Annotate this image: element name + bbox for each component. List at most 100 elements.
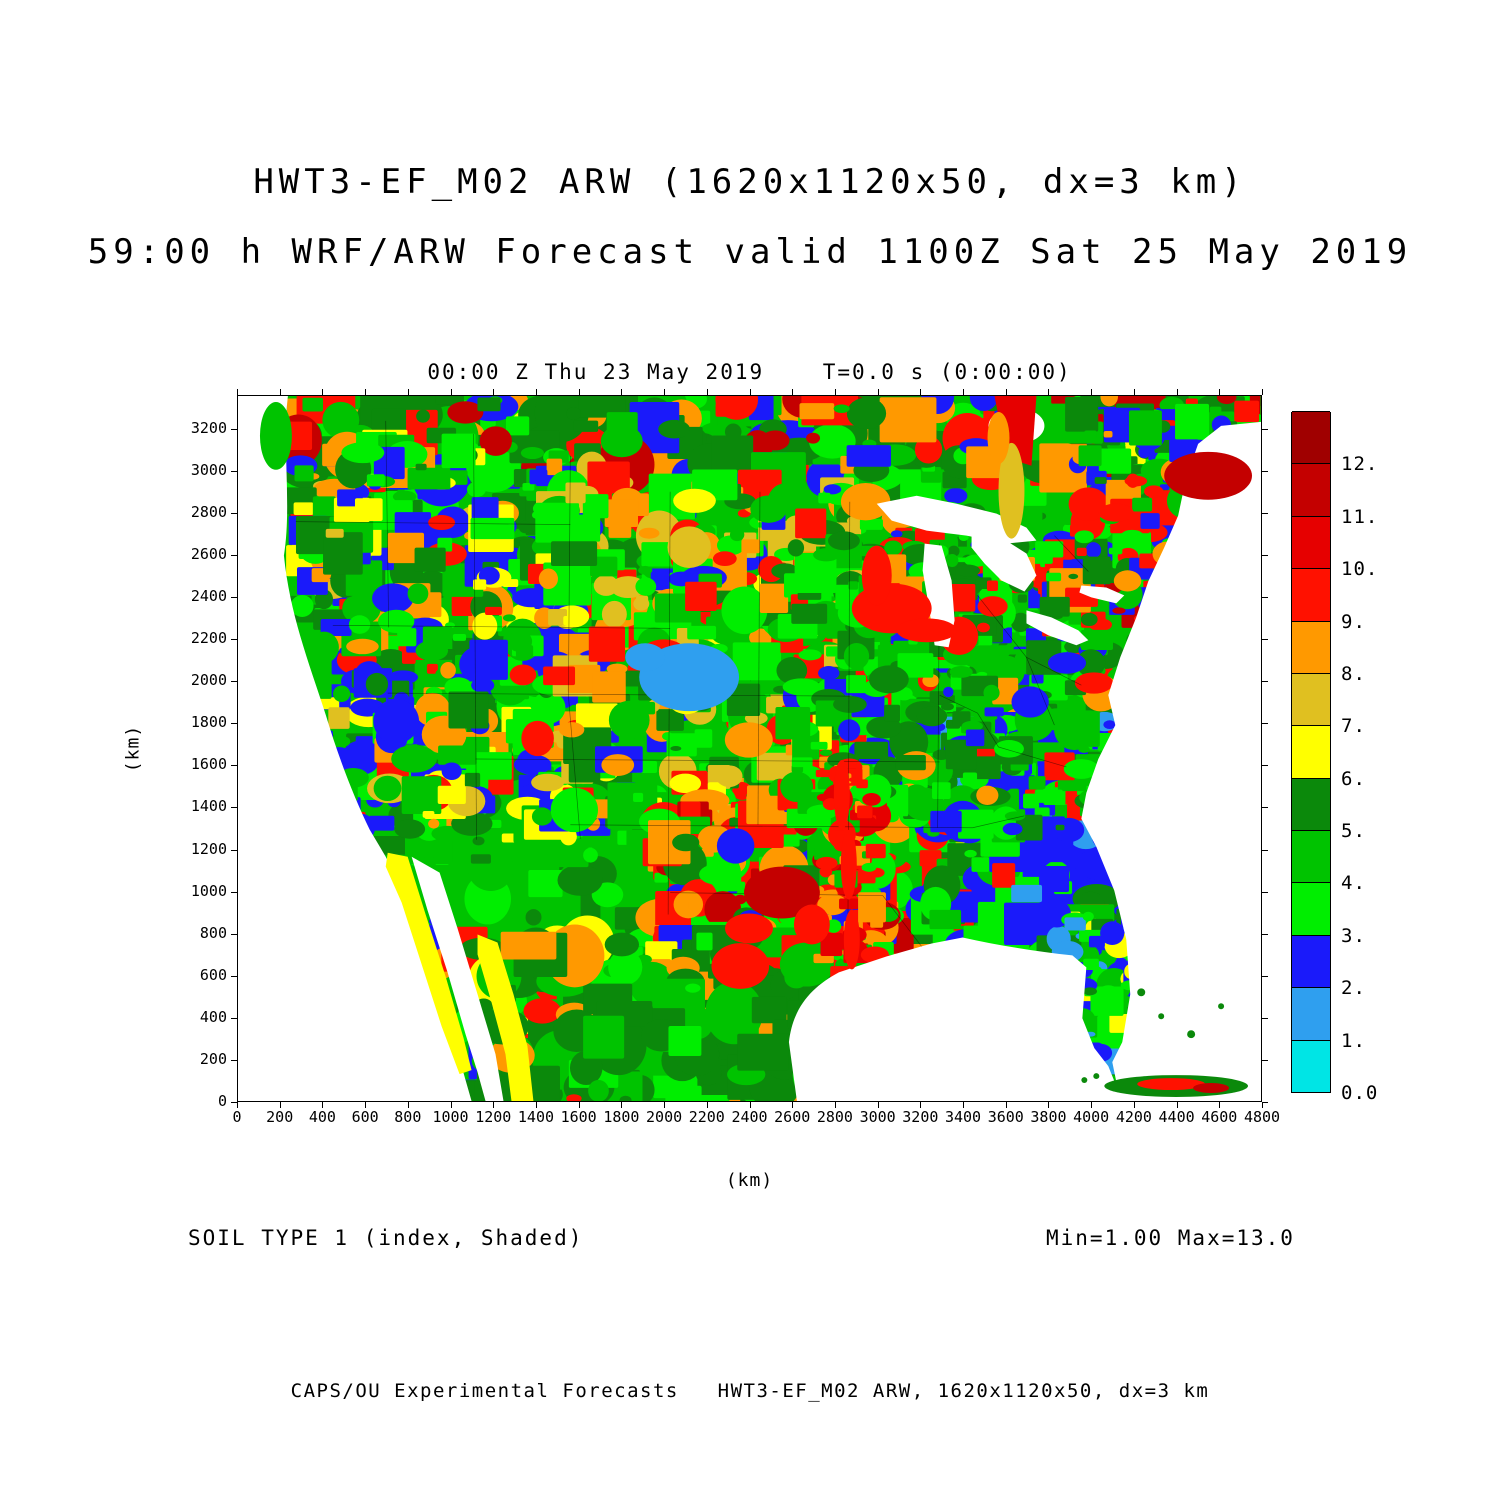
x-tick-mark bbox=[1219, 1102, 1221, 1108]
y-tick-mark bbox=[1262, 639, 1268, 641]
y-tick-mark bbox=[1262, 512, 1268, 514]
x-tick-mark bbox=[621, 1102, 623, 1108]
x-tick-mark bbox=[834, 389, 836, 395]
y-tick-label: 2600 bbox=[190, 544, 227, 563]
x-tick-mark bbox=[706, 389, 708, 395]
x-tick-label: 1600 bbox=[560, 1108, 597, 1126]
y-tick-label: 800 bbox=[199, 923, 227, 942]
y-tick-mark bbox=[231, 807, 237, 809]
x-tick-mark bbox=[1176, 1102, 1178, 1108]
colorbar-tick-label: 4. bbox=[1341, 872, 1366, 895]
y-tick-mark bbox=[1262, 891, 1268, 893]
river-vein-1 bbox=[833, 759, 850, 830]
x-tick-mark bbox=[749, 389, 751, 395]
y-tick-mark bbox=[1262, 975, 1268, 977]
colorbar-cell bbox=[1292, 1039, 1330, 1092]
colorbar bbox=[1291, 411, 1331, 1093]
y-tick-mark bbox=[231, 933, 237, 935]
y-tick-label: 3000 bbox=[190, 460, 227, 479]
x-tick-label: 1200 bbox=[475, 1108, 512, 1126]
lake-superior bbox=[876, 495, 1037, 544]
y-tick-mark bbox=[1262, 554, 1268, 556]
y-tick-mark bbox=[231, 512, 237, 514]
lake-michigan bbox=[922, 543, 955, 648]
y-tick-label: 1800 bbox=[190, 713, 227, 732]
colorbar-cell bbox=[1292, 515, 1330, 569]
y-tick-mark bbox=[231, 470, 237, 472]
y-tick-label: 400 bbox=[199, 1007, 227, 1026]
x-tick-label: 2600 bbox=[774, 1108, 811, 1126]
colorbar-tick-label: 7. bbox=[1341, 715, 1366, 738]
y-tick-mark bbox=[1262, 1017, 1268, 1019]
x-tick-mark bbox=[237, 1102, 238, 1108]
y-tick-mark bbox=[231, 723, 237, 725]
island-bahama-2 bbox=[1158, 1013, 1165, 1020]
y-tick-mark bbox=[231, 1102, 237, 1103]
colorbar-tick-label: 10. bbox=[1341, 558, 1379, 581]
x-tick-mark bbox=[1005, 389, 1007, 395]
y-tick-mark bbox=[231, 554, 237, 556]
y-tick-mark bbox=[1262, 681, 1268, 683]
island-bahama-3 bbox=[1187, 1030, 1196, 1039]
y-tick-label: 2000 bbox=[190, 671, 227, 690]
y-tick-label: 1600 bbox=[190, 755, 227, 774]
x-tick-mark bbox=[834, 1102, 836, 1108]
x-tick-label: 1800 bbox=[603, 1108, 640, 1126]
y-tick-label: 1400 bbox=[190, 797, 227, 816]
x-tick-mark bbox=[450, 389, 452, 395]
x-tick-label: 4000 bbox=[1073, 1108, 1110, 1126]
soil-map bbox=[238, 396, 1261, 1101]
minmax-label: Min=1.00 Max=13.0 bbox=[1046, 1226, 1295, 1250]
pacific-ocean bbox=[238, 396, 472, 1101]
x-tick-label: 2200 bbox=[688, 1108, 725, 1126]
colorbar-cell bbox=[1292, 672, 1330, 726]
x-tick-mark bbox=[792, 1102, 794, 1108]
x-tick-mark bbox=[365, 1102, 367, 1108]
colorbar-cell bbox=[1292, 777, 1330, 831]
y-tick-label: 3200 bbox=[190, 418, 227, 437]
vancouver-island bbox=[259, 401, 292, 470]
x-tick-mark bbox=[1133, 389, 1135, 395]
baja-peninsula bbox=[385, 852, 472, 1075]
island-keys-2 bbox=[1081, 1077, 1088, 1084]
explicit-features bbox=[259, 396, 1253, 1101]
x-tick-mark bbox=[1005, 1102, 1007, 1108]
x-tick-label: 4400 bbox=[1158, 1108, 1195, 1126]
x-tick-label: 4600 bbox=[1201, 1108, 1238, 1126]
field-label: SOIL TYPE 1 (index, Shaded) bbox=[188, 1226, 584, 1250]
lake-ontario bbox=[1079, 585, 1125, 604]
y-tick-mark bbox=[1262, 765, 1268, 767]
title-line-2: 59:00 h WRF/ARW Forecast valid 1100Z Sat… bbox=[87, 232, 1413, 272]
x-tick-mark bbox=[578, 1102, 580, 1108]
colorbar-tick-label: 12. bbox=[1341, 453, 1379, 476]
red-patch-texas-1 bbox=[744, 866, 820, 919]
y-tick-mark bbox=[231, 1059, 237, 1061]
y-tick-label: 600 bbox=[199, 965, 227, 984]
x-tick-mark bbox=[1262, 1102, 1263, 1108]
x-axis-label: (km) bbox=[725, 1170, 774, 1191]
island-keys-1 bbox=[1093, 1073, 1100, 1080]
gulf-of-california bbox=[411, 856, 504, 1101]
colorbar-cell bbox=[1292, 725, 1330, 778]
x-tick-mark bbox=[1048, 1102, 1050, 1108]
colorbar-tick-label: 11. bbox=[1341, 505, 1379, 528]
plot-area bbox=[237, 395, 1262, 1102]
y-tick-mark bbox=[1262, 933, 1268, 935]
x-tick-mark bbox=[365, 389, 367, 395]
island-bahama-1 bbox=[1137, 988, 1146, 997]
colorbar-cell bbox=[1292, 882, 1330, 935]
x-tick-mark bbox=[493, 1102, 495, 1108]
x-tick-label: 200 bbox=[266, 1108, 294, 1126]
x-tick-label: 0 bbox=[232, 1108, 242, 1126]
x-tick-mark bbox=[407, 1102, 409, 1108]
x-tick-mark bbox=[1133, 1102, 1135, 1108]
y-tick-mark bbox=[231, 765, 237, 767]
y-tick-label: 1000 bbox=[190, 881, 227, 900]
y-tick-mark bbox=[1262, 723, 1268, 725]
gold-band bbox=[998, 442, 1025, 539]
red-patch-northeast bbox=[1164, 451, 1253, 500]
y-tick-mark bbox=[1262, 849, 1268, 851]
y-tick-mark bbox=[1262, 807, 1268, 809]
colorbar-tick-label: 8. bbox=[1341, 662, 1366, 685]
